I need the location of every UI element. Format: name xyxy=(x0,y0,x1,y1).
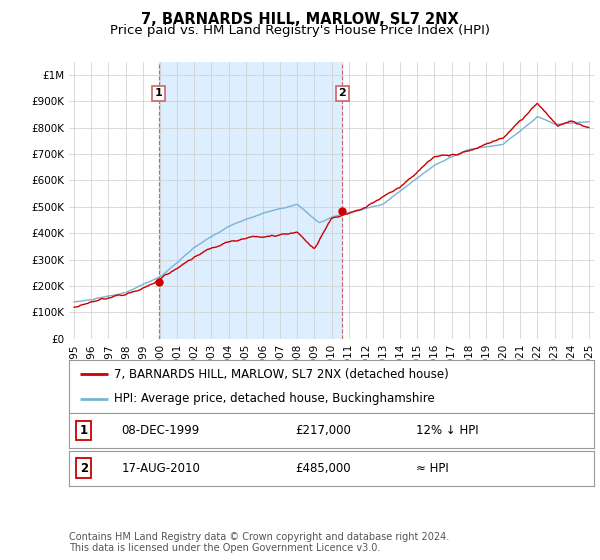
Text: 7, BARNARDS HILL, MARLOW, SL7 2NX: 7, BARNARDS HILL, MARLOW, SL7 2NX xyxy=(141,12,459,27)
Text: 2: 2 xyxy=(80,461,88,475)
Text: £217,000: £217,000 xyxy=(295,424,350,437)
Text: Price paid vs. HM Land Registry's House Price Index (HPI): Price paid vs. HM Land Registry's House … xyxy=(110,24,490,36)
Text: £485,000: £485,000 xyxy=(295,461,350,475)
Text: 1: 1 xyxy=(80,424,88,437)
Text: ≈ HPI: ≈ HPI xyxy=(415,461,448,475)
Text: 7, BARNARDS HILL, MARLOW, SL7 2NX (detached house): 7, BARNARDS HILL, MARLOW, SL7 2NX (detac… xyxy=(113,368,448,381)
Text: HPI: Average price, detached house, Buckinghamshire: HPI: Average price, detached house, Buck… xyxy=(113,393,434,405)
Text: Contains HM Land Registry data © Crown copyright and database right 2024.
This d: Contains HM Land Registry data © Crown c… xyxy=(69,531,449,553)
Text: 12% ↓ HPI: 12% ↓ HPI xyxy=(415,424,478,437)
Bar xyxy=(158,62,343,339)
Text: 17-AUG-2010: 17-AUG-2010 xyxy=(121,461,200,475)
Text: 08-DEC-1999: 08-DEC-1999 xyxy=(121,424,200,437)
Text: 2: 2 xyxy=(338,88,346,99)
Text: 1: 1 xyxy=(155,88,163,99)
